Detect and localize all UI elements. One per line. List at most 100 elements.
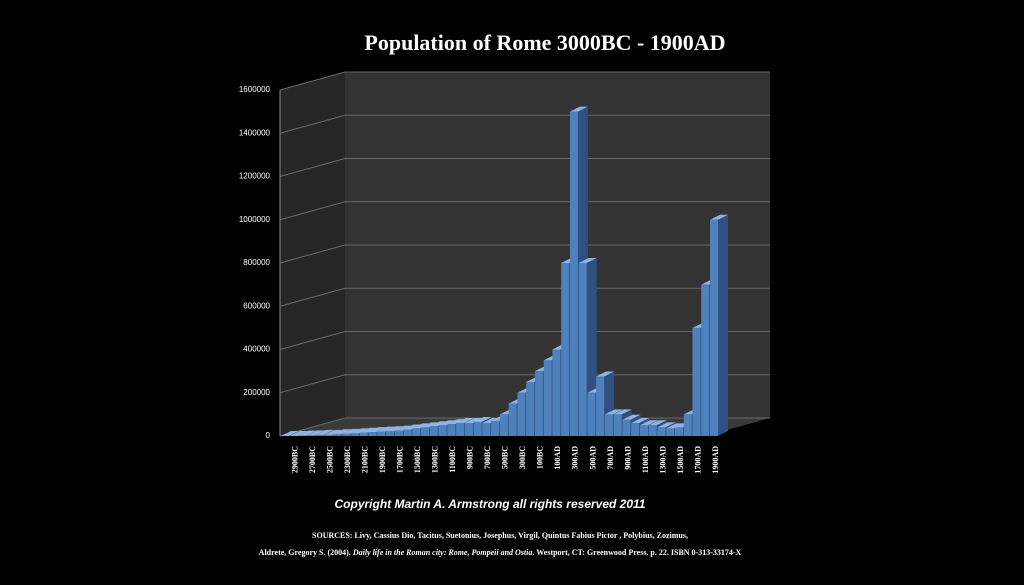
bar-front (569, 111, 578, 436)
bar-front (578, 263, 587, 436)
bar-front (447, 424, 456, 436)
bar-top (438, 420, 457, 426)
bar-front (543, 360, 552, 436)
x-tick-label: 2100BC (361, 446, 370, 473)
bar-top (569, 106, 588, 112)
copyright: Copyright Martin A. Armstrong all rights… (335, 497, 646, 511)
bar-front (482, 423, 491, 436)
bar-front (526, 381, 535, 436)
bar-front (631, 423, 640, 436)
bar-front (508, 403, 517, 436)
bar-top (298, 430, 317, 436)
grid-line (279, 287, 770, 307)
bar-top (324, 429, 343, 435)
grid (279, 71, 770, 437)
y-tick-label: 600000 (243, 301, 270, 310)
bar-top (394, 425, 413, 431)
bar-front (552, 349, 561, 436)
bar-top (368, 427, 387, 433)
bar-top (429, 421, 448, 427)
chart-title: Population of Rome 3000BC - 1900AD (364, 30, 725, 55)
grid-line (279, 201, 770, 221)
bar-front (429, 426, 438, 436)
x-tick-label: 100AD (553, 446, 562, 470)
bar-front (307, 435, 316, 436)
x-tick-label: 100BC (536, 446, 545, 469)
bar-front (324, 434, 333, 436)
sources-line: SOURCES: Livy, Cassius Dio, Tacitus, Sue… (312, 531, 688, 540)
y-tick-label: 1000000 (239, 215, 271, 224)
bar-top (639, 420, 658, 426)
bar-front (499, 414, 508, 436)
x-tick-label: 2300BC (343, 446, 352, 473)
bars (281, 106, 728, 436)
bar-front (386, 431, 395, 436)
bar-top (631, 418, 650, 424)
x-tick-label: 1900BC (378, 446, 387, 473)
bar-side (718, 214, 728, 436)
grid-line (279, 114, 770, 134)
bar-front (622, 419, 631, 436)
bar-front (587, 392, 596, 436)
bar-front (377, 431, 386, 436)
bar-top (666, 423, 685, 429)
x-tick-label: 1300BC (431, 446, 440, 473)
bar-top (578, 258, 597, 263)
bar-front (701, 284, 710, 436)
y-tick-label: 200000 (243, 388, 270, 397)
bar-top (710, 214, 728, 220)
bar-top (657, 422, 676, 428)
bar-top (403, 424, 422, 430)
bar (281, 431, 299, 436)
x-tick-label: 300AD (571, 446, 580, 470)
y-tick-label: 1200000 (239, 172, 271, 181)
bar-front (674, 427, 683, 436)
bar-top (377, 426, 396, 432)
bar-front (394, 430, 403, 436)
x-tick-label: 1500BC (413, 446, 422, 473)
labels: 0 200000 400000 600000 800000 1000000 1200000 1… (239, 85, 720, 473)
bar-front (342, 433, 351, 436)
bar-front (517, 392, 526, 436)
grid-line (279, 158, 770, 177)
source-text: Aldrete, Gregory S. (2004). (259, 548, 353, 557)
x-tick-label: 1900AD (711, 446, 720, 474)
x-tick-label: 1700AD (693, 446, 702, 474)
bar-front (683, 414, 692, 436)
grid-line (279, 331, 770, 350)
y-tick-label: 400000 (243, 345, 270, 354)
x-tick-label: 700BC (483, 446, 492, 469)
bar-front (648, 425, 657, 436)
y-tick-label: 0 (266, 431, 271, 440)
bar-front (604, 414, 613, 436)
bar-front (473, 421, 482, 436)
bar-front (710, 219, 718, 436)
bar (289, 431, 308, 436)
x-tick-label: 2700BC (308, 446, 317, 473)
bar-front (613, 414, 622, 436)
x-tick-label: 1500AD (676, 446, 685, 474)
bar-front (464, 423, 473, 436)
sources-line: Aldrete, Gregory S. (2004). Daily life i… (259, 548, 742, 557)
bar-front (368, 432, 377, 436)
x-tick-label: 700AD (606, 446, 615, 470)
bar-front (359, 432, 368, 436)
bar-top (333, 429, 352, 435)
x-tick-label: 1700BC (396, 446, 405, 473)
bar-front (692, 327, 701, 436)
bar-top (412, 423, 431, 429)
bar-front (639, 425, 648, 436)
y-tick-label: 1400000 (239, 128, 271, 137)
bar-top (351, 428, 370, 434)
bar-front (403, 429, 412, 436)
bar-top (421, 422, 440, 428)
bar-top (473, 416, 492, 422)
source-text: Daily life in the Roman city: Rome, Pomp… (352, 548, 533, 557)
x-tick-label: 1100BC (448, 446, 457, 473)
bar-front (316, 434, 325, 436)
x-tick-label: 2900BC (291, 446, 300, 473)
grid-line (279, 244, 770, 264)
x-tick-label: 900AD (623, 446, 632, 470)
bar-front (657, 427, 666, 436)
bar-top (622, 414, 641, 420)
